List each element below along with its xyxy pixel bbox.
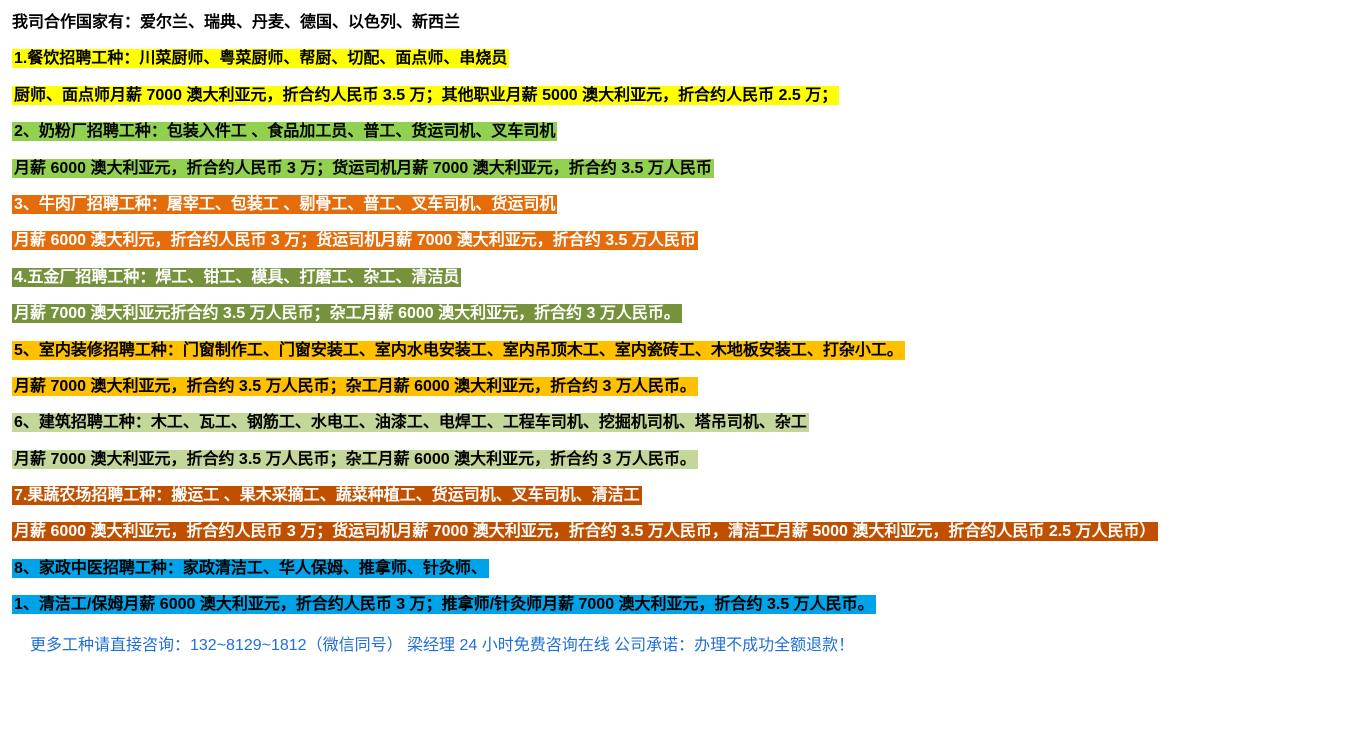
job-line-text: 3、牛肉厂招聘工种：屠宰工、包装工 、剔骨工、普工、叉车司机、货运司机: [12, 195, 557, 214]
job-line-text: 月薪 7000 澳大利亚元，折合约 3.5 万人民币；杂工月薪 6000 澳大利…: [12, 450, 698, 469]
job-line: 月薪 7000 澳大利亚元折合约 3.5 万人民币；杂工月薪 6000 澳大利亚…: [12, 303, 1350, 325]
job-line: 8、家政中医招聘工种：家政清洁工、华人保姆、推拿师、针灸师、: [12, 558, 1350, 580]
job-line-text: 6、建筑招聘工种：木工、瓦工、钢筋工、水电工、油漆工、电焊工、工程车司机、挖掘机…: [12, 413, 809, 432]
job-line-text: 月薪 6000 澳大利亚元，折合约人民币 3 万；货运司机月薪 7000 澳大利…: [12, 522, 1158, 541]
job-line-text: 5、室内装修招聘工种：门窗制作工、门窗安装工、室内水电安装工、室内吊顶木工、室内…: [12, 341, 905, 360]
job-line-text: 1、清洁工/保姆月薪 6000 澳大利亚元，折合约人民币 3 万；推拿师/针灸师…: [12, 595, 876, 614]
job-line: 月薪 7000 澳大利亚元，折合约 3.5 万人民币；杂工月薪 6000 澳大利…: [12, 449, 1350, 471]
job-line-text: 月薪 7000 澳大利亚元，折合约 3.5 万人民币；杂工月薪 6000 澳大利…: [12, 377, 698, 396]
footer-line: 更多工种请直接咨询：132~8129~1812（微信同号） 梁经理 24 小时免…: [12, 635, 1350, 657]
job-line: 4.五金厂招聘工种：焊工、钳工、模具、打磨工、杂工、清洁员: [12, 267, 1350, 289]
job-line: 3、牛肉厂招聘工种：屠宰工、包装工 、剔骨工、普工、叉车司机、货运司机: [12, 194, 1350, 216]
job-line-text: 月薪 7000 澳大利亚元折合约 3.5 万人民币；杂工月薪 6000 澳大利亚…: [12, 304, 682, 323]
job-line-text: 4.五金厂招聘工种：焊工、钳工、模具、打磨工、杂工、清洁员: [12, 268, 461, 287]
job-line-text: 8、家政中医招聘工种：家政清洁工、华人保姆、推拿师、针灸师、: [12, 559, 489, 578]
job-line: 月薪 6000 澳大利亚元，折合约人民币 3 万；货运司机月薪 7000 澳大利…: [12, 158, 1350, 180]
job-line-text: 7.果蔬农场招聘工种：搬运工 、果木采摘工、蔬菜种植工、货运司机、叉车司机、清洁…: [12, 486, 642, 505]
job-line-text: 月薪 6000 澳大利亚元，折合约人民币 3 万；货运司机月薪 7000 澳大利…: [12, 159, 714, 178]
job-line-text: 2、奶粉厂招聘工种：包装入件工 、食品加工员、普工、货运司机、叉车司机: [12, 122, 557, 141]
job-line: 1、清洁工/保姆月薪 6000 澳大利亚元，折合约人民币 3 万；推拿师/针灸师…: [12, 594, 1350, 616]
job-line-text: 1.餐饮招聘工种：川菜厨师、粤菜厨师、帮厨、切配、面点师、串烧员: [12, 49, 509, 68]
job-line-text: 月薪 6000 澳大利元，折合约人民币 3 万；货运司机月薪 7000 澳大利亚…: [12, 231, 698, 250]
header-line: 我司合作国家有：爱尔兰、瑞典、丹麦、德国、以色列、新西兰: [12, 12, 1350, 34]
job-line: 1.餐饮招聘工种：川菜厨师、粤菜厨师、帮厨、切配、面点师、串烧员: [12, 48, 1350, 70]
job-line: 6、建筑招聘工种：木工、瓦工、钢筋工、水电工、油漆工、电焊工、工程车司机、挖掘机…: [12, 412, 1350, 434]
job-line: 月薪 6000 澳大利元，折合约人民币 3 万；货运司机月薪 7000 澳大利亚…: [12, 230, 1350, 252]
job-line: 厨师、面点师月薪 7000 澳大利亚元，折合约人民币 3.5 万；其他职业月薪 …: [12, 85, 1350, 107]
job-line-text: 厨师、面点师月薪 7000 澳大利亚元，折合约人民币 3.5 万；其他职业月薪 …: [12, 86, 839, 105]
job-line: 月薪 6000 澳大利亚元，折合约人民币 3 万；货运司机月薪 7000 澳大利…: [12, 521, 1350, 543]
job-line: 5、室内装修招聘工种：门窗制作工、门窗安装工、室内水电安装工、室内吊顶木工、室内…: [12, 340, 1350, 362]
job-line: 2、奶粉厂招聘工种：包装入件工 、食品加工员、普工、货运司机、叉车司机: [12, 121, 1350, 143]
job-line: 7.果蔬农场招聘工种：搬运工 、果木采摘工、蔬菜种植工、货运司机、叉车司机、清洁…: [12, 485, 1350, 507]
job-line: 月薪 7000 澳大利亚元，折合约 3.5 万人民币；杂工月薪 6000 澳大利…: [12, 376, 1350, 398]
